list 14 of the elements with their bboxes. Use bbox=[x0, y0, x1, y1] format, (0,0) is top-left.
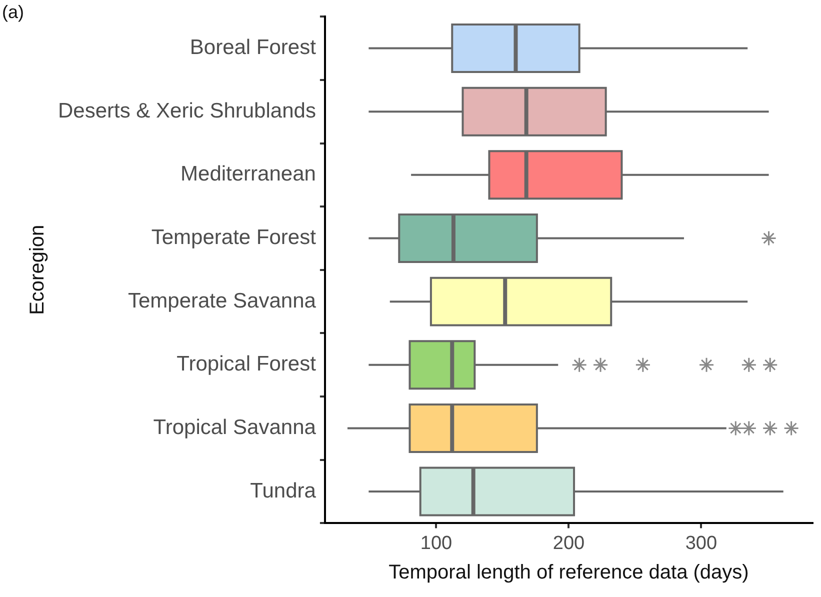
y-tick-label: Tropical Savanna bbox=[153, 416, 316, 440]
y-tick-label: Mediterranean bbox=[180, 162, 316, 186]
y-tick-label: Temperate Savanna bbox=[128, 289, 316, 312]
text: (a) bbox=[2, 2, 24, 23]
y-tick-label: Deserts & Xeric Shrublands bbox=[58, 99, 316, 122]
y-tick-label: Boreal Forest bbox=[190, 36, 316, 60]
y-axis-title: Ecoregion bbox=[26, 224, 49, 315]
x-tick-label: 200 bbox=[552, 532, 585, 554]
x-tick-label: 300 bbox=[685, 532, 718, 554]
x-tick-label: 100 bbox=[420, 532, 452, 554]
x-axis-title: Temporal length of reference data (days) bbox=[388, 562, 749, 584]
y-tick-label: Tundra bbox=[250, 479, 316, 502]
y-tick-label: Tropical Forest bbox=[176, 352, 316, 376]
y-tick-label: Temperate Forest bbox=[151, 226, 316, 250]
